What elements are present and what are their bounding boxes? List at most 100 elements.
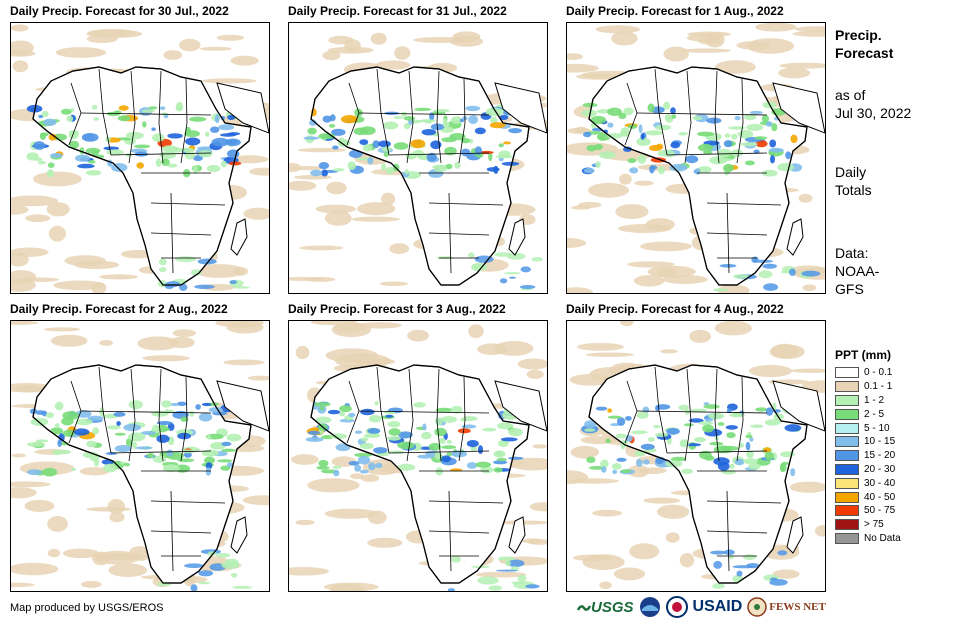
rain-patch: [649, 144, 662, 152]
rain-patch: [765, 121, 773, 127]
rain-patch: [748, 463, 761, 470]
sidebar-title: Precip. Forecast: [835, 26, 893, 62]
rain-patch: [737, 132, 744, 136]
storm-patch: [488, 585, 503, 591]
light-rain-patch: [91, 282, 107, 293]
panel-title: Daily Precip. Forecast for 1 Aug., 2022: [566, 4, 784, 18]
rain-patch: [383, 152, 389, 158]
madagascar: [508, 516, 526, 554]
rain-patch: [629, 167, 639, 174]
rain-patch: [205, 462, 213, 470]
legend-item: 1 - 2: [835, 394, 901, 408]
rain-patch: [404, 169, 409, 175]
storm-patch: [506, 252, 526, 260]
rain-patch: [398, 431, 413, 439]
storm-patch: [724, 549, 735, 556]
rain-patch: [91, 104, 98, 110]
rain-patch: [441, 445, 457, 450]
africa-map-svg: [567, 23, 825, 293]
light-rain-patch: [310, 321, 357, 326]
usaid-seal: [665, 596, 688, 618]
rain-patch: [444, 146, 457, 156]
rain-patch: [623, 146, 632, 152]
legend-label: 30 - 40: [864, 477, 896, 489]
rain-patch: [226, 433, 242, 442]
rain-patch: [607, 415, 622, 419]
rain-patch: [497, 439, 509, 447]
rain-patch: [596, 133, 611, 141]
rain-patch: [106, 111, 121, 117]
rain-patch: [692, 116, 703, 121]
rain-patch: [354, 430, 363, 434]
rain-patch: [41, 110, 49, 118]
light-rain-patch: [567, 287, 594, 293]
country-border: [150, 530, 212, 534]
rain-patch: [666, 428, 680, 435]
rain-patch: [214, 114, 220, 124]
rain-patch: [183, 451, 192, 458]
rain-patch: [359, 442, 374, 450]
country-border: [714, 70, 720, 164]
rain-patch: [75, 418, 93, 426]
africa-map-svg: [11, 321, 269, 591]
rain-patch: [170, 402, 179, 407]
rain-patch: [703, 404, 720, 409]
usaid-logo: USAID: [693, 598, 743, 616]
rain-patch: [86, 440, 97, 448]
light-rain-patch: [305, 276, 336, 282]
rain-patch: [385, 414, 394, 418]
rain-patch: [417, 454, 434, 459]
light-rain-patch: [570, 445, 600, 459]
light-rain-patch: [662, 275, 708, 284]
rain-patch: [729, 463, 735, 469]
rain-patch: [393, 142, 409, 150]
storm-patch: [198, 570, 214, 577]
precip-map: [566, 22, 826, 294]
storm-patch: [468, 252, 475, 258]
light-rain-patch: [389, 243, 410, 255]
rain-patch: [359, 139, 369, 145]
rain-patch: [348, 149, 363, 158]
light-rain-patch: [568, 478, 619, 484]
rain-patch: [103, 463, 117, 473]
rain-patch: [206, 164, 221, 173]
rain-patch: [681, 468, 693, 474]
rain-patch: [499, 114, 509, 120]
light-rain-patch: [778, 67, 811, 79]
rain-patch: [136, 162, 144, 169]
rain-patch: [729, 412, 745, 418]
rain-patch: [740, 142, 758, 147]
rain-patch: [332, 465, 342, 469]
africa-outline: [32, 66, 252, 286]
rain-patch: [764, 419, 781, 426]
rain-patch: [726, 408, 732, 414]
light-rain-patch: [307, 478, 360, 493]
legend-swatch: [835, 367, 859, 379]
storm-patch: [710, 550, 727, 555]
rain-patch: [584, 420, 597, 429]
legend-item: 30 - 40: [835, 476, 901, 490]
rain-patch: [132, 441, 137, 450]
country-border: [448, 192, 452, 274]
light-rain-patch: [247, 375, 269, 381]
precip-map: [288, 320, 548, 592]
rain-patch: [717, 462, 730, 471]
rain-patch: [637, 154, 647, 164]
arabian-peninsula: [494, 380, 547, 432]
rain-patch: [697, 166, 712, 174]
storm-patch: [229, 280, 237, 285]
rain-patch: [421, 129, 436, 136]
rain-patch: [440, 416, 458, 423]
rain-patch: [116, 421, 121, 426]
light-rain-patch: [163, 50, 182, 60]
rain-patch: [468, 115, 478, 125]
light-rain-patch: [109, 512, 125, 523]
light-rain-patch: [477, 343, 508, 355]
rain-patch: [156, 421, 173, 425]
rain-patch: [206, 435, 212, 440]
light-rain-patch: [11, 278, 36, 292]
storm-patch: [789, 268, 796, 276]
rain-patch: [482, 427, 497, 432]
light-rain-patch: [627, 261, 675, 268]
rain-patch: [636, 411, 649, 419]
